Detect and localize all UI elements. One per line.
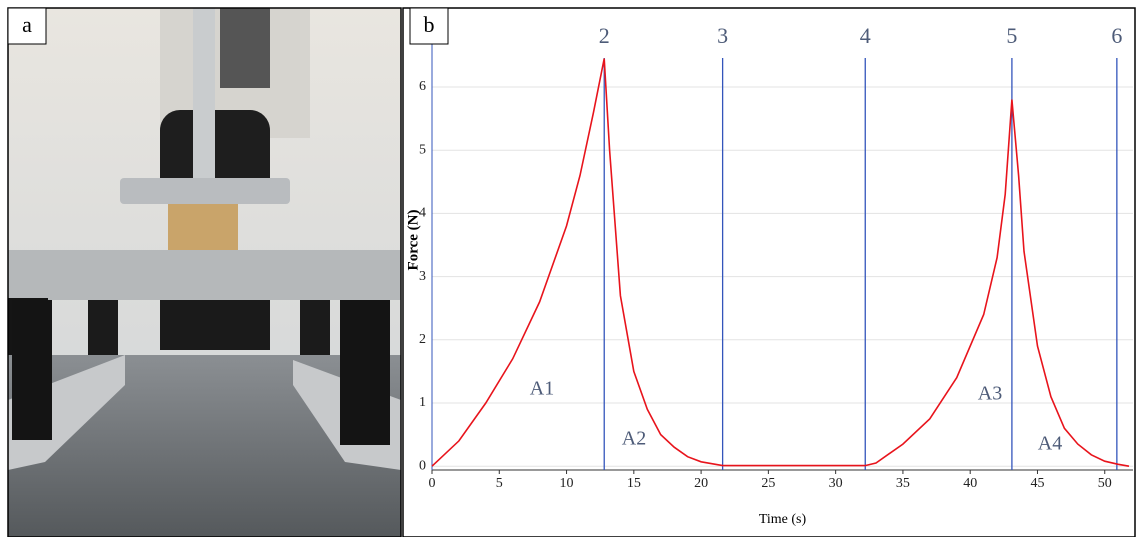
- x-axis-label: Time (s): [759, 512, 807, 527]
- x-tick-label: 20: [694, 476, 708, 491]
- phase-label: 2: [599, 23, 610, 48]
- area-label: A4: [1038, 433, 1062, 455]
- x-tick-label: 50: [1098, 476, 1112, 491]
- y-tick-label: 0: [419, 458, 426, 473]
- area-label: A1: [530, 378, 554, 400]
- x-tick-label: 5: [496, 476, 503, 491]
- x-tick-label: 0: [429, 476, 436, 491]
- panel-border: [402, 7, 1136, 538]
- y-tick-label: 4: [419, 206, 426, 221]
- photo: [8, 8, 401, 537]
- x-tick-label: 35: [896, 476, 910, 491]
- panel-label: a: [22, 12, 32, 37]
- panel-label-box: [7, 7, 47, 45]
- phase-label: 4: [860, 23, 871, 48]
- x-tick-label: 40: [963, 476, 977, 491]
- y-tick-label: 6: [419, 79, 426, 94]
- area-label: A2: [622, 428, 646, 450]
- phase-label: 3: [717, 23, 728, 48]
- panel-label: b: [424, 12, 435, 37]
- phase-label: 6: [1111, 23, 1122, 48]
- y-tick-label: 3: [419, 269, 426, 284]
- x-tick-label: 15: [627, 476, 641, 491]
- force-curve: [431, 58, 1130, 467]
- y-tick-label: 5: [419, 142, 426, 157]
- panel-label-box: [409, 7, 449, 45]
- y-axis-label: Force (N): [405, 210, 421, 271]
- x-tick-label: 45: [1030, 476, 1044, 491]
- x-tick-label: 25: [761, 476, 775, 491]
- area-label: A3: [978, 383, 1002, 405]
- phase-label: 5: [1006, 23, 1017, 48]
- y-tick-label: 1: [419, 395, 426, 410]
- y-tick-label: 2: [419, 332, 426, 347]
- x-tick-label: 30: [829, 476, 843, 491]
- x-tick-label: 10: [560, 476, 574, 491]
